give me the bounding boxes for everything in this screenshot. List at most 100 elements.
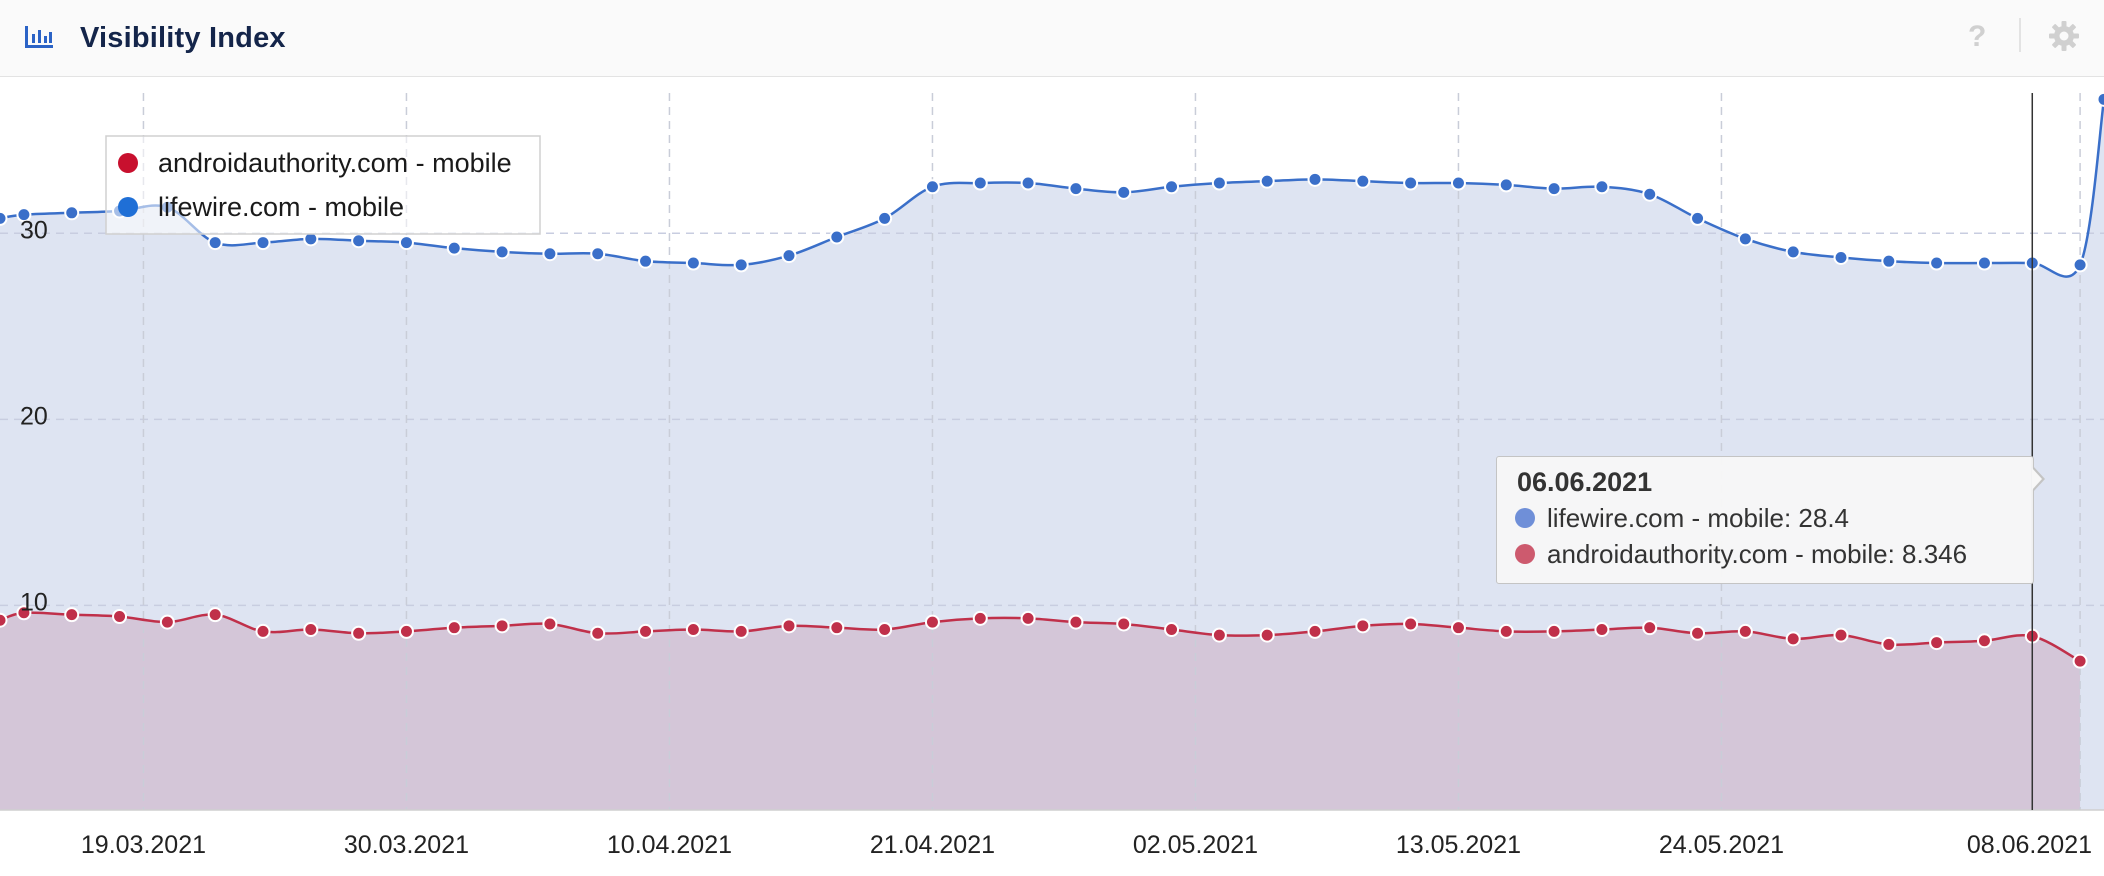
point-lifewire (1690, 210, 1706, 226)
point-lifewire (255, 235, 271, 251)
point-androidauthority (924, 614, 940, 630)
point-androidauthority (1737, 623, 1753, 639)
point-lifewire (1929, 255, 1945, 271)
point-androidauthority (351, 625, 367, 641)
y-tick-label: 10 (20, 588, 48, 616)
point-androidauthority (1594, 622, 1610, 638)
visibility-chart: 10 20 30 19.03.2021 30.03.2021 10.04.2021 21.0… (0, 91, 2104, 859)
chart-tooltip: 06.06.2021 lifewire.com - mobile: 28.4 a… (1496, 456, 2034, 584)
x-tick-label: 08.06.2021 (1967, 831, 2092, 859)
x-tick-label: 19.03.2021 (81, 831, 206, 859)
point-lifewire (1020, 175, 1036, 191)
point-lifewire (972, 175, 988, 191)
point-androidauthority (1833, 627, 1849, 643)
x-tick-label: 21.04.2021 (870, 831, 995, 859)
point-androidauthority (972, 610, 988, 626)
point-androidauthority (1929, 635, 1945, 651)
legend: androidauthority.com - mobile lifewire.co… (105, 135, 541, 235)
point-androidauthority (1355, 618, 1371, 634)
point-androidauthority (781, 618, 797, 634)
point-lifewire (1259, 173, 1275, 189)
point-androidauthority (1450, 620, 1466, 636)
y-tick-label: 20 (20, 402, 48, 430)
point-lifewire (829, 229, 845, 245)
point-lifewire (1068, 181, 1084, 197)
point-lifewire (1164, 179, 1180, 195)
tooltip-arrow-inner (2032, 468, 2042, 490)
point-lifewire (1355, 173, 1371, 189)
point-lifewire (1594, 179, 1610, 195)
point-lifewire (2096, 91, 2104, 107)
point-lifewire (1642, 186, 1658, 202)
point-lifewire (733, 257, 749, 273)
legend-label-androidauthority: androidauthority.com - mobile (158, 148, 512, 178)
page-title: Visibility Index (80, 22, 286, 54)
point-lifewire (1450, 175, 1466, 191)
point-lifewire (685, 255, 701, 271)
point-androidauthority (1403, 616, 1419, 632)
point-androidauthority (207, 607, 223, 623)
gear-icon[interactable] (2048, 20, 2080, 52)
point-androidauthority (494, 618, 510, 634)
point-androidauthority (1498, 623, 1514, 639)
x-tick-label: 02.05.2021 (1133, 831, 1258, 859)
point-androidauthority (303, 622, 319, 638)
point-lifewire (1785, 244, 1801, 260)
tooltip-row-androidauthority: androidauthority.com - mobile: 8.346 (1515, 539, 1967, 569)
point-androidauthority (542, 616, 558, 632)
point-androidauthority (829, 620, 845, 636)
point-lifewire (638, 253, 654, 269)
point-androidauthority (255, 623, 271, 639)
legend-box (105, 135, 541, 235)
point-androidauthority (1116, 616, 1132, 632)
bar-chart-icon (25, 26, 53, 48)
point-lifewire (1498, 177, 1514, 193)
legend-marker-lifewire (118, 197, 138, 217)
point-androidauthority (2072, 653, 2088, 669)
point-androidauthority (1164, 622, 1180, 638)
point-androidauthority (0, 612, 8, 628)
point-lifewire (2072, 257, 2088, 273)
panel-header: Visibility Index ? (0, 0, 2104, 77)
point-lifewire (0, 210, 8, 226)
point-androidauthority (1642, 620, 1658, 636)
area-androidauthority (0, 612, 2081, 810)
point-androidauthority (1259, 627, 1275, 643)
point-androidauthority (1690, 625, 1706, 641)
point-lifewire (1976, 255, 1992, 271)
x-tick-label: 30.03.2021 (344, 831, 469, 859)
legend-marker-androidauthority (118, 153, 138, 173)
tooltip-row-lifewire: lifewire.com - mobile: 28.4 (1515, 503, 1849, 533)
point-lifewire (16, 207, 32, 223)
point-androidauthority (64, 607, 80, 623)
point-lifewire (1737, 231, 1753, 247)
point-androidauthority (112, 609, 128, 625)
point-androidauthority (1307, 623, 1323, 639)
point-lifewire (1881, 253, 1897, 269)
point-lifewire (446, 240, 462, 256)
point-lifewire (494, 244, 510, 260)
point-androidauthority (638, 623, 654, 639)
tooltip-date: 06.06.2021 (1517, 467, 1653, 497)
point-lifewire (590, 246, 606, 262)
point-lifewire (1833, 249, 1849, 265)
x-tick-label: 10.04.2021 (607, 831, 732, 859)
point-androidauthority (1881, 636, 1897, 652)
point-androidauthority (1976, 633, 1992, 649)
point-androidauthority (877, 622, 893, 638)
help-icon[interactable]: ? (1968, 20, 1987, 53)
point-androidauthority (590, 625, 606, 641)
point-lifewire (1116, 184, 1132, 200)
point-androidauthority (1068, 614, 1084, 630)
point-androidauthority (446, 620, 462, 636)
point-lifewire (64, 205, 80, 221)
point-androidauthority (1020, 610, 1036, 626)
point-androidauthority (16, 605, 32, 621)
point-lifewire (207, 235, 223, 251)
point-lifewire (351, 233, 367, 249)
tooltip-label-androidauthority: androidauthority.com - mobile: 8.346 (1547, 538, 1968, 569)
point-androidauthority (1546, 623, 1562, 639)
tooltip-label-lifewire: lifewire.com - mobile: 28.4 (1547, 502, 1849, 533)
area-layer (0, 99, 2104, 810)
